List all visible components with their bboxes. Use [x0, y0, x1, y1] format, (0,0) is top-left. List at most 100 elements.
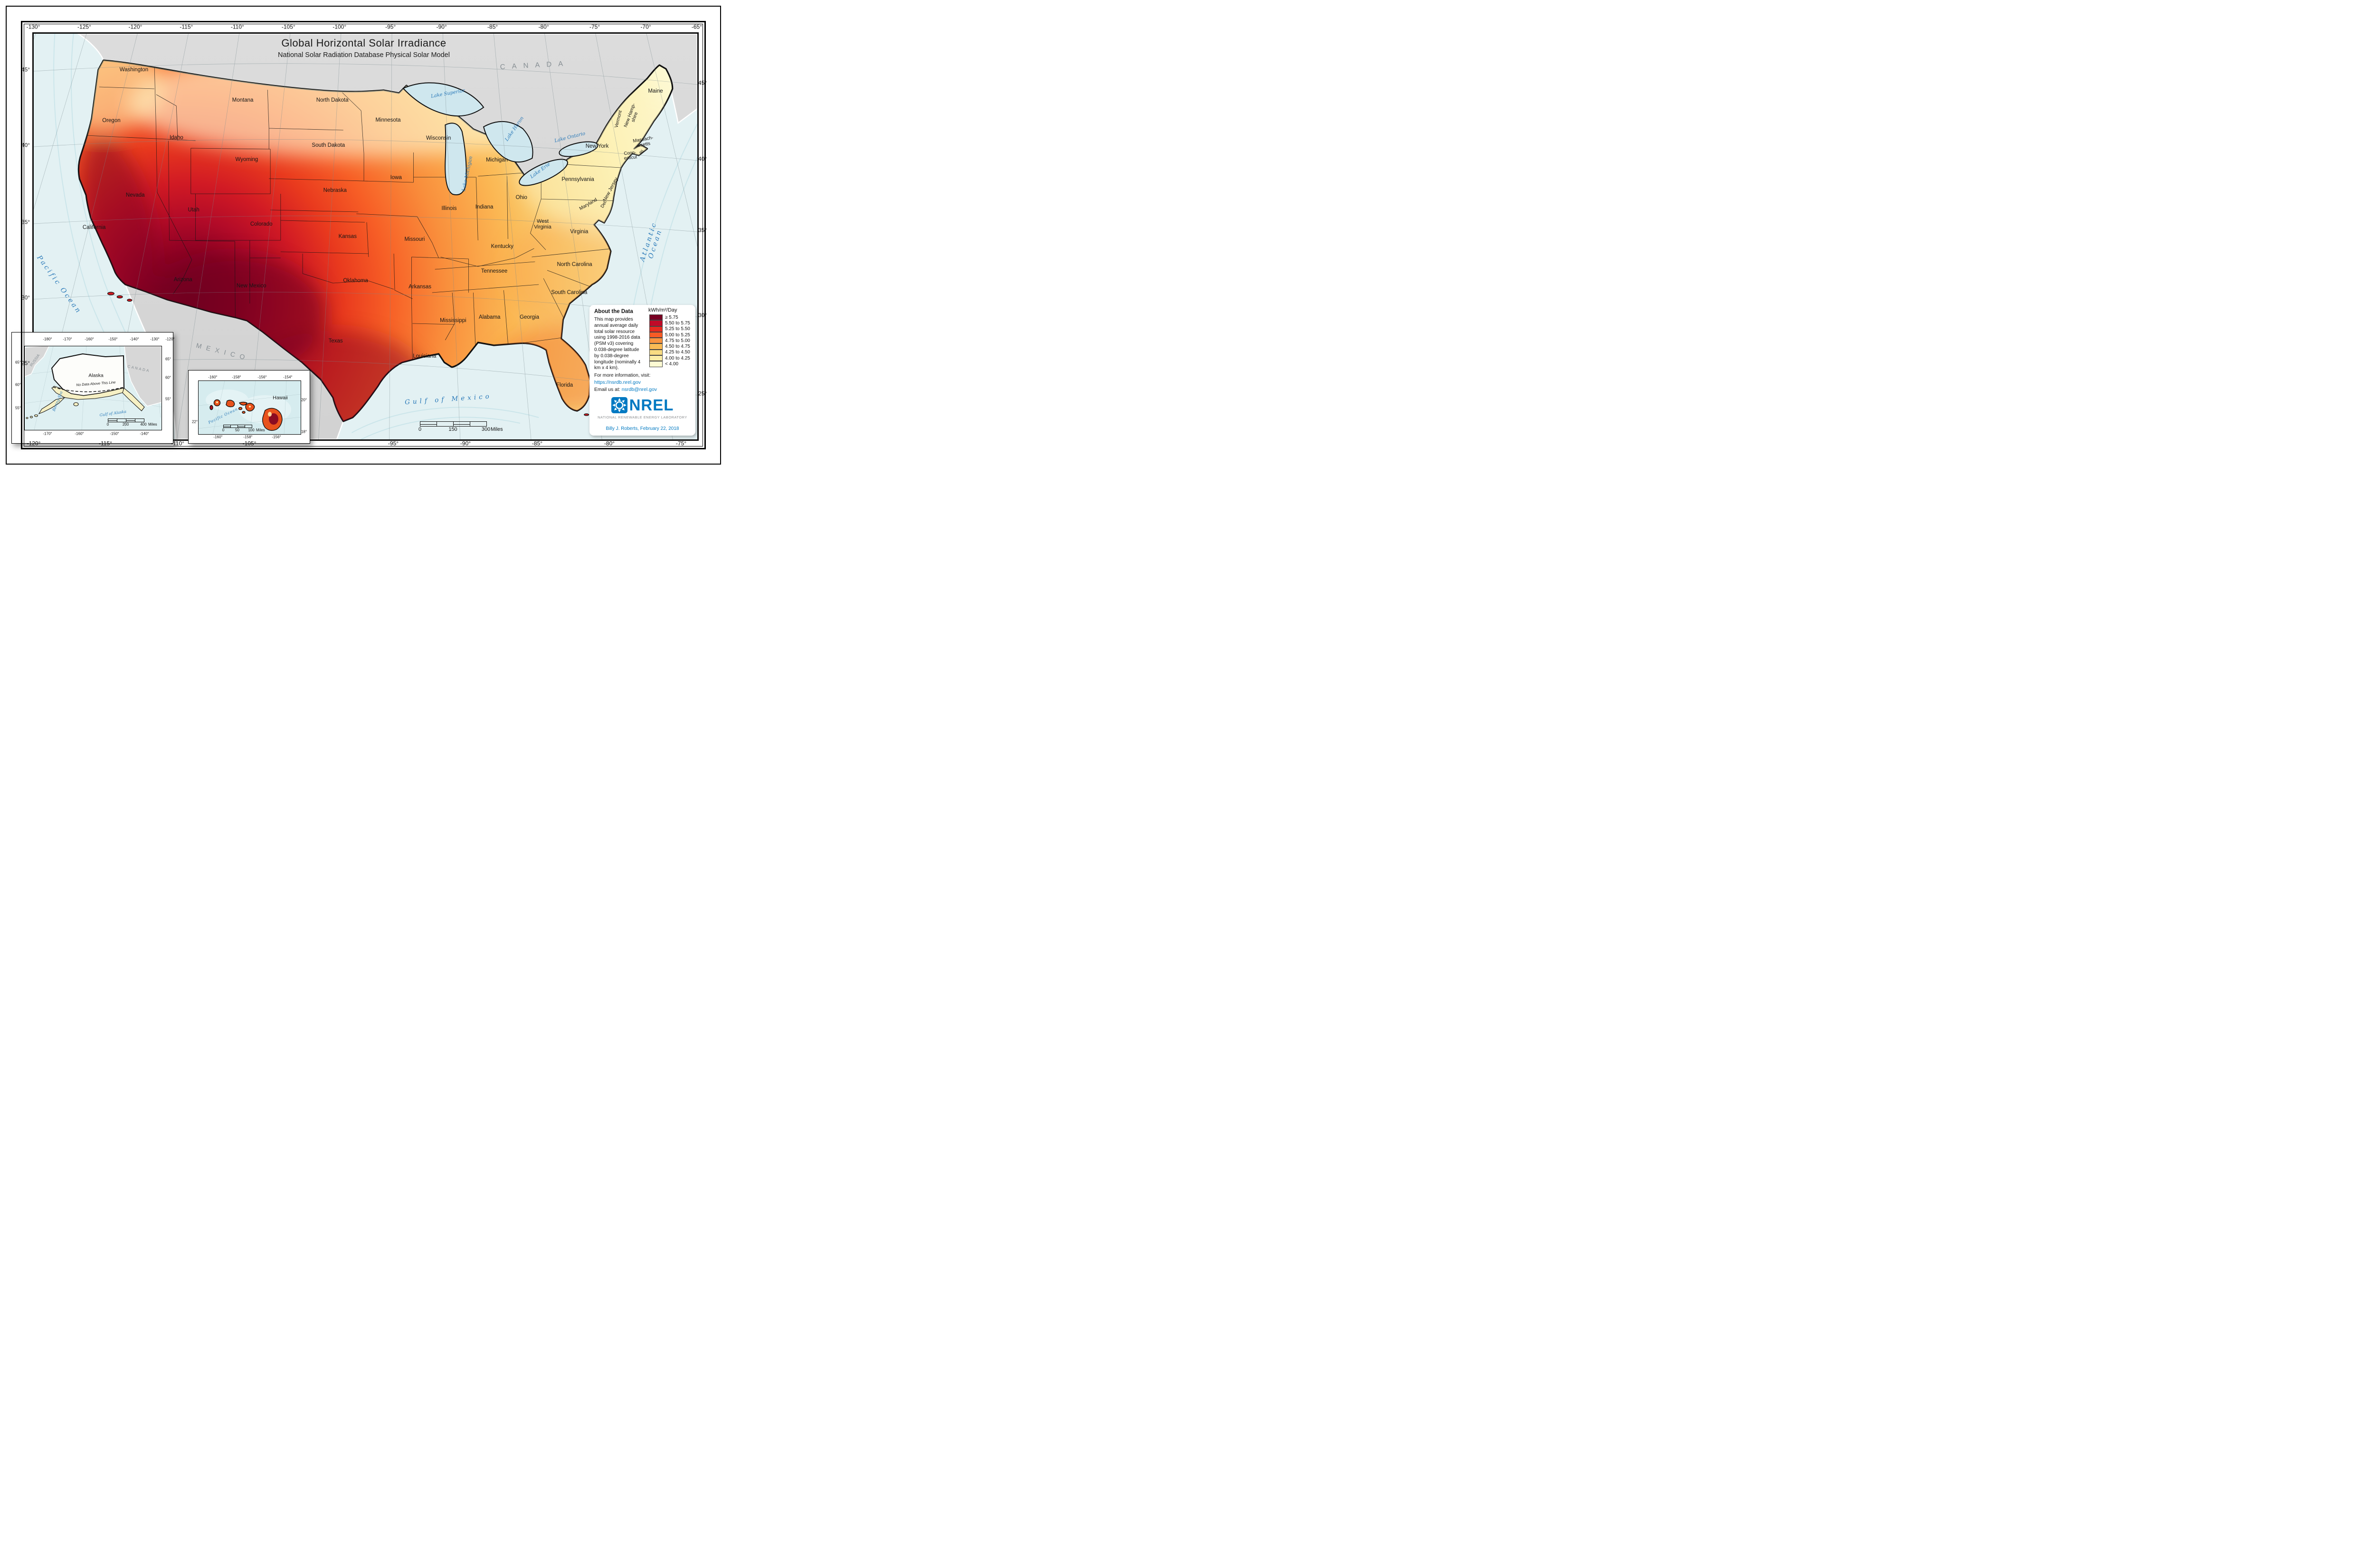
scale-bar-label: 0 [106, 422, 109, 427]
state-label: Missouri [404, 236, 425, 242]
state-label: Idaho [169, 135, 183, 141]
scale-bar [223, 425, 252, 428]
longitude-tick-label: -90° [436, 23, 447, 30]
legend-swatch [649, 349, 663, 356]
inset-longitude-label: -156° [257, 375, 267, 380]
state-label: Maine [648, 88, 663, 95]
longitude-tick-label: -120° [128, 23, 142, 30]
longitude-tick-label: -85° [532, 440, 543, 447]
great-lakes [402, 82, 598, 195]
scale-bar-label: 0 [222, 428, 225, 432]
longitude-tick-label: -90° [460, 440, 471, 447]
lake-label: Lake Huron [504, 115, 525, 142]
hawaii-map: Hawaii Pacific Ocean 0 50 100 Miles [198, 380, 301, 435]
inset-longitude-label: -158° [243, 435, 253, 439]
state-label: Tennessee [481, 268, 508, 275]
scale-bar-label: 300 [481, 427, 491, 432]
nsrdb-link[interactable]: https://nsrdb.nrel.gov [594, 380, 641, 385]
state-label: North Dakota [316, 97, 349, 103]
longitude-tick-label: -80° [538, 23, 549, 30]
scale-bar-unit: Miles [256, 428, 265, 432]
legend-class-label: 4.50 to 4.75 [665, 344, 690, 350]
lake-label: Lake Michigan [461, 155, 474, 192]
state-label: Indiana [475, 204, 494, 210]
inset-longitude-label: -140° [140, 431, 149, 436]
legend-swatch [649, 343, 663, 350]
legend-row: 4.50 to 4.75 [649, 343, 690, 350]
lake-label: Lake Superior [430, 88, 466, 100]
state-label: Conn- ecticut [623, 150, 637, 162]
state-label: Wyoming [235, 156, 258, 162]
legend-class-label: 4.25 to 4.50 [665, 350, 690, 355]
legend-class-label: 5.00 to 5.25 [665, 332, 690, 338]
legend-swatch [649, 320, 663, 326]
state-label: Montana [232, 97, 254, 103]
state-label: Nebraska [323, 188, 347, 194]
longitude-tick-label: -105° [281, 23, 295, 30]
country-label: CANADA [500, 59, 570, 71]
ocean-label: Atlantic Ocean [638, 220, 664, 263]
longitude-tick-label: -65° [691, 23, 703, 30]
state-label: Utah [188, 207, 200, 213]
longitude-tick-label: -75° [675, 440, 687, 447]
longitude-tick-label: -95° [388, 440, 399, 447]
email-link[interactable]: nsrdb@nrel.gov [621, 387, 657, 392]
legend-card: About the Data This map provides annual … [589, 305, 695, 436]
scale-bar-unit: Miles [148, 422, 157, 427]
state-label: Kentucky [491, 244, 513, 250]
latitude-tick-label: 35° [698, 227, 707, 234]
state-label: Del. [599, 199, 608, 209]
state-label: North Carolina [557, 261, 592, 267]
inset-longitude-label: -180° [43, 337, 52, 342]
scale-bar-unit: Miles [491, 427, 503, 432]
state-label: South Carolina [551, 289, 588, 295]
scale-bar-label: 400 [140, 422, 147, 427]
longitude-tick-label: -130° [26, 23, 40, 30]
legend-row: 5.25 to 5.50 [649, 326, 690, 332]
scale-bar-label: 0 [418, 427, 422, 432]
legend-row: 4.75 to 5.00 [649, 338, 690, 344]
inset-longitude-label: -150° [108, 337, 118, 342]
state-label: South Dakota [312, 142, 345, 148]
state-label: Vermont [614, 110, 624, 129]
state-label: Oregon [102, 117, 121, 124]
alaska-axis-labels: -180° -170° -160° -150° -140° -130° -120° -170°… [12, 333, 175, 443]
inset-latitude-label: 18° [301, 429, 307, 434]
legend-swatch [649, 314, 663, 321]
state-label: New Mexico [236, 283, 266, 289]
scale-bar [108, 418, 144, 422]
inset-latitude-label: 55° [165, 397, 171, 401]
inset-latitude-label: 20° [301, 398, 307, 402]
longitude-tick-label: -125° [77, 23, 91, 30]
inset-longitude-label: -170° [63, 337, 72, 342]
state-label: RI [638, 149, 645, 155]
alaska-south-coast [26, 386, 145, 419]
inset-latitude-label: 65° [15, 360, 21, 365]
legend-heading: About the Data [594, 309, 633, 314]
state-label: Illinois [441, 205, 457, 211]
inset-latitude-label: 60° [15, 382, 21, 387]
inset-longitude-label: -160° [213, 435, 223, 439]
longitude-tick-label: -115° [180, 23, 193, 30]
lake-label: Lake Ontario [554, 131, 586, 144]
scale-bar-label: 50 [235, 428, 239, 432]
inset-longitude-label: -130° [150, 337, 160, 342]
latitude-tick-label: 30° [698, 312, 707, 319]
hawaii-inset: Hawaii Pacific Ocean 0 50 100 Miles -160° -15… [188, 370, 310, 444]
inset-longitude-label: -158° [232, 375, 241, 380]
legend-swatch [649, 338, 663, 344]
state-label: Georgia [520, 314, 540, 320]
inset-latitude-label: 55° [15, 406, 21, 410]
state-label: Oklahoma [343, 277, 368, 284]
longitude-tick-label: -100° [332, 23, 347, 30]
legend-row: 4.00 to 4.25 [649, 355, 690, 361]
state-label: Kansas [338, 233, 357, 239]
legend-class-label: < 4.00 [665, 361, 679, 367]
inset-longitude-label: -150° [110, 431, 119, 436]
state-label: Virginia [570, 228, 589, 235]
scale-bar-label: 150 [448, 427, 457, 432]
latitude-tick-label: 30° [21, 294, 30, 301]
state-label: New York [585, 143, 609, 150]
state-label: Louisiana [413, 353, 437, 359]
legend-swatch [649, 361, 663, 367]
